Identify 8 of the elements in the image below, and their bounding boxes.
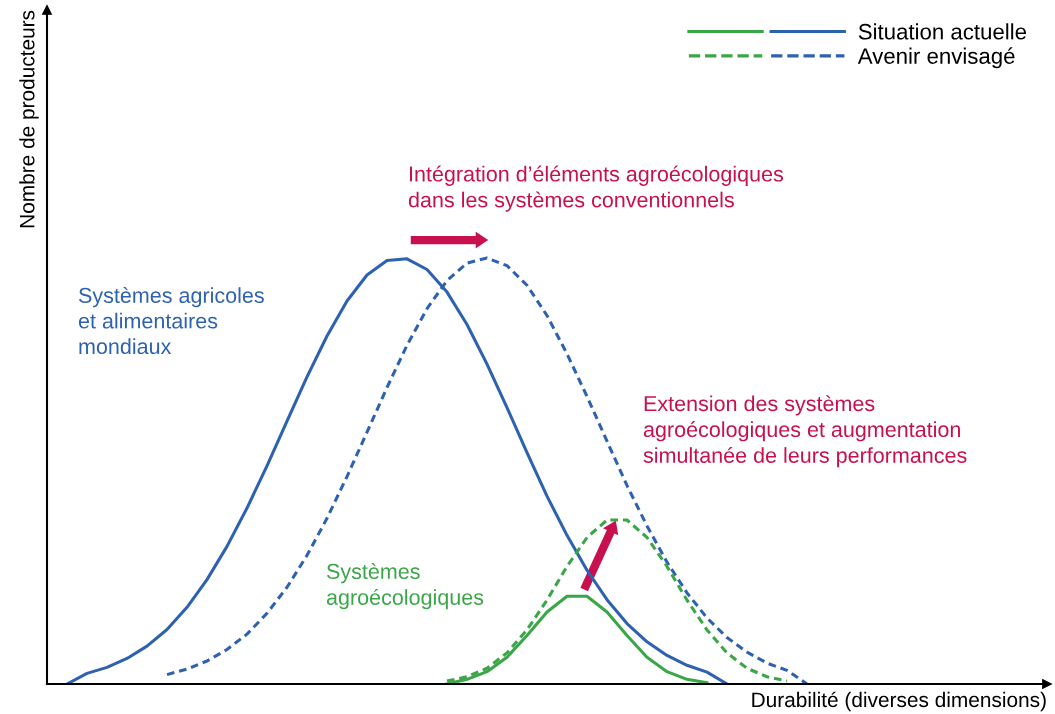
annotation: Systèmes agricoles et alimentaires mondiaux <box>78 286 264 355</box>
legend-label: Situation actuelle <box>858 23 1027 40</box>
y-axis-title: Nombre de producteurs <box>19 10 39 228</box>
annotation: Systèmes agroécologiques <box>326 563 484 610</box>
text: Intégration d’éléments agroécologiques dans les systèmes conventionnels <box>408 165 784 212</box>
x-axis-title: Durabilité (diverses dimensions) <box>752 691 1046 712</box>
annotation: Extension des systèmes agroécologiques et augmentation simultanée de leurs performances <box>643 395 967 468</box>
legend-label: Avenir envisagé <box>857 47 1015 69</box>
